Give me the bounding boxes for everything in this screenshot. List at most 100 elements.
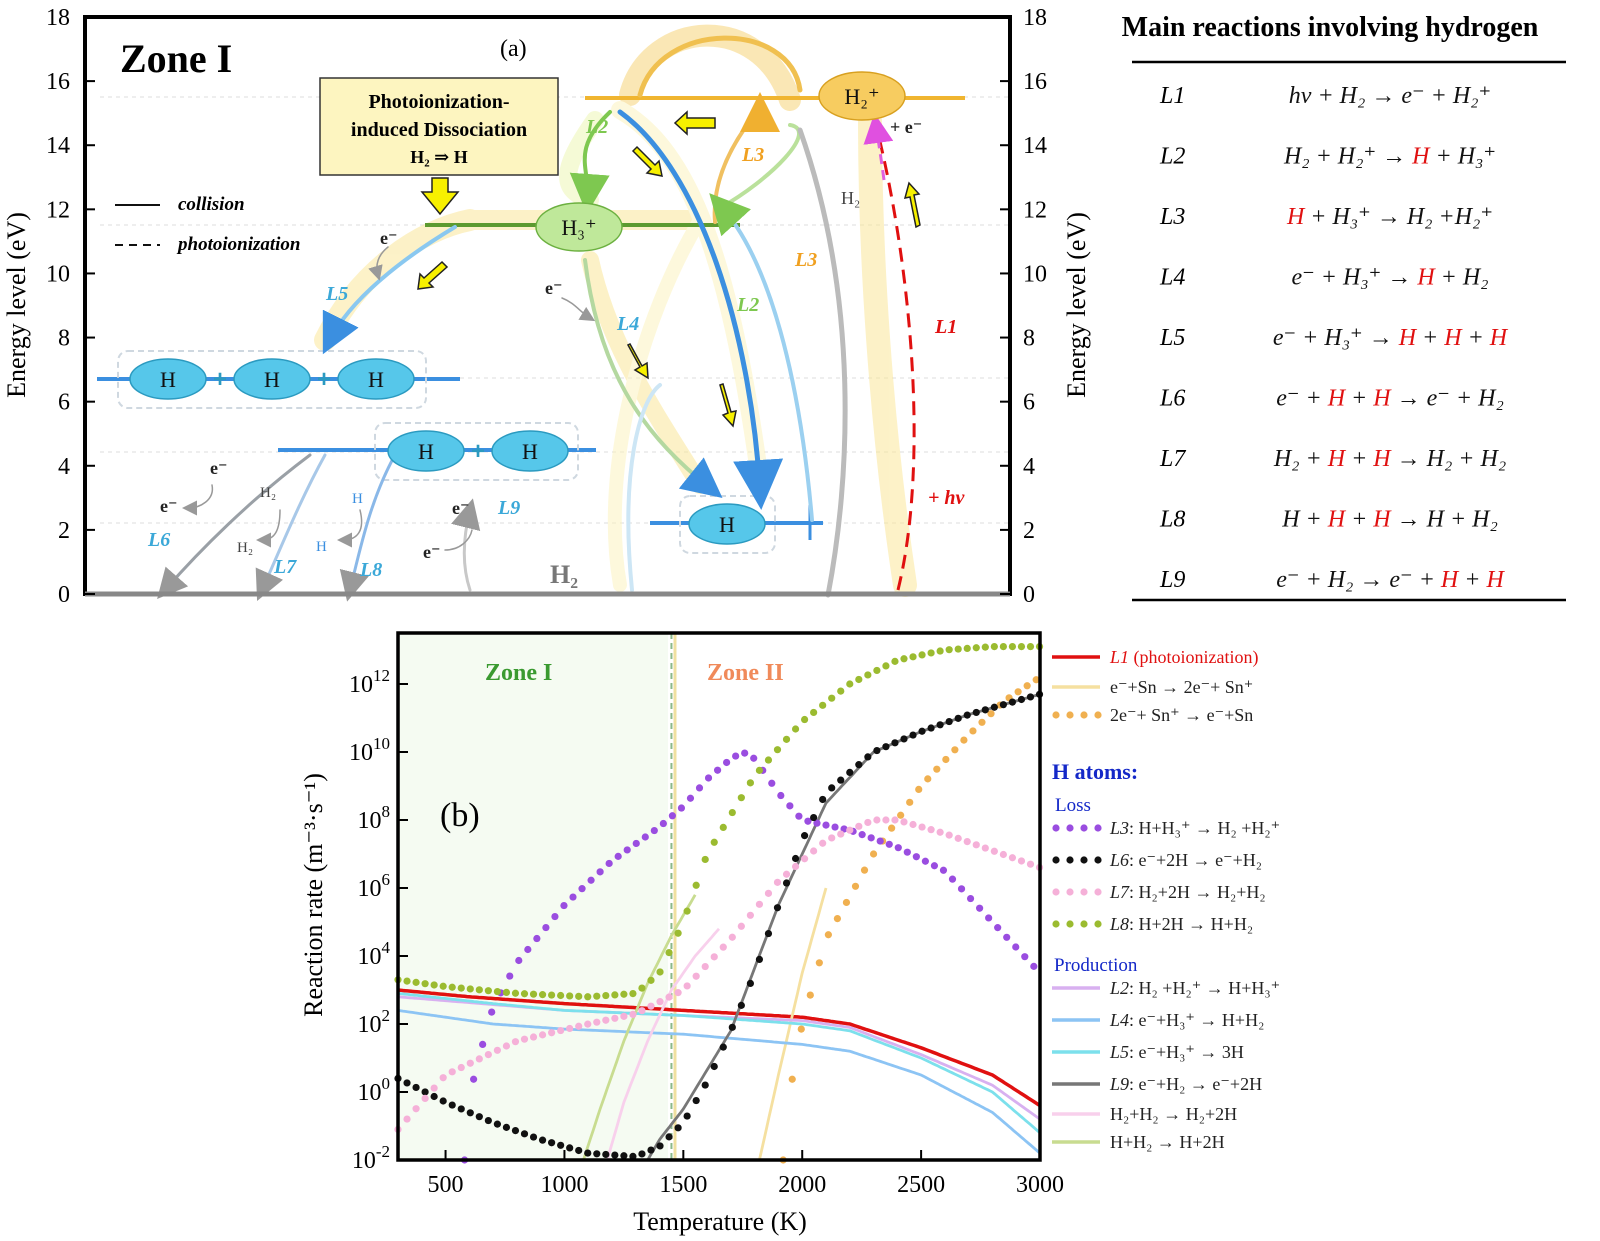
series-point bbox=[981, 643, 989, 651]
series-point bbox=[927, 724, 935, 732]
series-point bbox=[1030, 962, 1038, 970]
series-point bbox=[632, 839, 640, 848]
series-point bbox=[484, 1116, 492, 1125]
plus-hv-label: + hv bbox=[928, 487, 966, 509]
series-point bbox=[737, 794, 745, 802]
series-point bbox=[954, 834, 962, 842]
x-tick-label: 2500 bbox=[897, 1172, 945, 1198]
legend-swatch-dot bbox=[1080, 888, 1088, 896]
series-point bbox=[728, 808, 736, 817]
series-point bbox=[629, 990, 637, 998]
series-point bbox=[846, 768, 854, 777]
series-point bbox=[677, 804, 686, 812]
series-point bbox=[804, 817, 812, 825]
series-point bbox=[869, 850, 878, 858]
series-point bbox=[470, 1075, 478, 1083]
h-atom-label: H bbox=[160, 367, 176, 392]
h3-ion-label: H₃⁺ bbox=[561, 215, 596, 240]
series-point bbox=[1023, 682, 1031, 690]
series-point bbox=[475, 1055, 483, 1063]
series-point bbox=[439, 1074, 447, 1082]
series-line-e-sn-2e-sn bbox=[758, 887, 828, 1161]
series-point bbox=[972, 644, 980, 652]
legend-swatch-dot bbox=[1094, 711, 1102, 719]
energy-tick-right: 18 bbox=[1023, 5, 1047, 31]
series-point bbox=[1008, 698, 1017, 706]
legend-swatch-dot bbox=[1080, 824, 1088, 832]
series-point bbox=[524, 945, 532, 954]
series-point bbox=[674, 929, 682, 937]
reaction-rate-chart: 500 1000 1500 2000 2500 3000 10-2 100 102 104 106 1… bbox=[299, 631, 1064, 1236]
tag-l5: L5 bbox=[325, 283, 348, 305]
series-point bbox=[801, 832, 809, 840]
series-point bbox=[981, 844, 989, 852]
x-tick-label: 2000 bbox=[778, 1172, 826, 1198]
series-point bbox=[701, 855, 709, 864]
series-point bbox=[909, 731, 917, 739]
series-point bbox=[602, 1150, 610, 1159]
callout-line-1: Photoionization- bbox=[368, 91, 509, 113]
plus-sign: + bbox=[213, 366, 227, 393]
h2-label: H₂ bbox=[260, 485, 276, 501]
series-point bbox=[439, 1097, 447, 1105]
series-point bbox=[978, 718, 986, 726]
plus-sign: + bbox=[471, 438, 485, 465]
energy-axis-ticks: 0 0 2 2 4 4 6 6 8 8 10 10 12 12 14 14 16 16 18 18 bbox=[46, 5, 1047, 608]
series-point bbox=[665, 993, 673, 1001]
series-point bbox=[764, 756, 773, 764]
tag-l2: L2 bbox=[736, 294, 759, 316]
y-tick-label: 102 bbox=[358, 1006, 391, 1038]
series-point bbox=[515, 956, 523, 965]
h-small-label: H bbox=[352, 491, 363, 507]
series-point bbox=[647, 976, 655, 984]
y-tick-label: 108 bbox=[358, 802, 391, 834]
series-point bbox=[945, 831, 953, 839]
series-point bbox=[587, 876, 595, 884]
series-point bbox=[529, 1133, 538, 1141]
energy-tick-right: 2 bbox=[1023, 518, 1035, 544]
panel-a-tag: (a) bbox=[500, 36, 527, 62]
series-point bbox=[788, 1075, 796, 1083]
reaction-label: L2 bbox=[1159, 144, 1185, 170]
chart-legend: H atoms: Loss Production L1 (photoioniza… bbox=[1052, 647, 1280, 1152]
series-point bbox=[773, 904, 782, 912]
legend-swatch-dot bbox=[1052, 856, 1060, 864]
tag-l3: L3 bbox=[794, 249, 817, 271]
energy-tick-left: 4 bbox=[58, 454, 70, 480]
series-point bbox=[858, 831, 866, 839]
series-point bbox=[584, 1149, 592, 1157]
series-point bbox=[493, 1046, 501, 1054]
series-point bbox=[475, 986, 483, 994]
series-point bbox=[448, 983, 456, 991]
y-tick-label: 10-2 bbox=[352, 1142, 390, 1174]
series-point bbox=[578, 885, 586, 893]
series-point bbox=[801, 855, 809, 863]
legend-label: L1 (photoionization) bbox=[1109, 647, 1259, 668]
series-point bbox=[566, 1024, 574, 1033]
table-title: Main reactions involving hydrogen bbox=[1122, 12, 1539, 43]
series-point bbox=[846, 680, 854, 688]
callout-line-3: H₂ ⇒ H bbox=[410, 147, 467, 167]
series-point bbox=[831, 823, 839, 831]
series-point bbox=[620, 1012, 628, 1020]
electron-label: e⁻ bbox=[210, 458, 228, 478]
series-point bbox=[951, 746, 959, 754]
legend-swatch-dot bbox=[1066, 856, 1074, 864]
reaction-label: L6 bbox=[1159, 386, 1185, 412]
y-tick-label: 1010 bbox=[349, 734, 390, 766]
series-point bbox=[484, 1051, 492, 1059]
series-point bbox=[548, 991, 556, 999]
series-point bbox=[502, 1123, 511, 1131]
series-point bbox=[569, 893, 577, 901]
series-line-l9-e-h-e-2h bbox=[646, 692, 1041, 1161]
legend-label: L4: e⁻+H₃⁺ → H+H₂ bbox=[1109, 1010, 1264, 1030]
series-point bbox=[824, 931, 832, 939]
series-point bbox=[828, 694, 836, 702]
electron-label: e⁻ bbox=[452, 498, 470, 518]
legend-swatch-dot bbox=[1080, 711, 1088, 719]
series-point bbox=[813, 819, 821, 827]
series-point bbox=[641, 833, 649, 841]
tag-l9: L9 bbox=[497, 497, 520, 519]
series-point bbox=[611, 1151, 619, 1159]
reaction-equation: hv + H₂ → e⁻ + H₂⁺ bbox=[1289, 83, 1491, 109]
